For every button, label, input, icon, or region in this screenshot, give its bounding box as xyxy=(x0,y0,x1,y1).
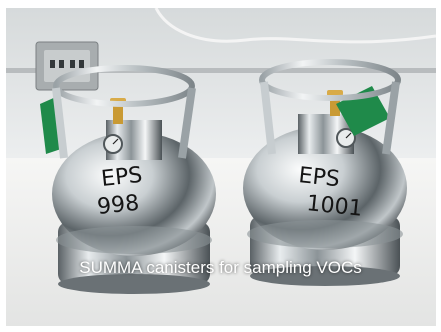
right-valve xyxy=(330,94,340,116)
right-canister-body xyxy=(243,126,407,250)
left-handle-ring xyxy=(53,65,195,107)
image-caption: SUMMA canisters for sampling VOCs xyxy=(79,258,362,277)
right-canister: EPS 1001 xyxy=(243,59,407,286)
left-canister-marking-line2: 998 xyxy=(96,191,140,220)
cable xyxy=(154,8,436,44)
right-handle-ring xyxy=(259,59,401,101)
left-canister: EPS 998 xyxy=(40,65,216,294)
conduit-pipe xyxy=(6,66,436,73)
left-valve xyxy=(113,102,123,124)
right-canister-marking-line1: EPS xyxy=(297,163,341,192)
right-canister-marking-line2: 1001 xyxy=(305,191,363,222)
left-canister-body xyxy=(52,132,216,256)
left-canister-marking-line1: EPS xyxy=(100,163,144,192)
canisters-photo: EPS 998 EPS 1001 xyxy=(6,8,436,326)
